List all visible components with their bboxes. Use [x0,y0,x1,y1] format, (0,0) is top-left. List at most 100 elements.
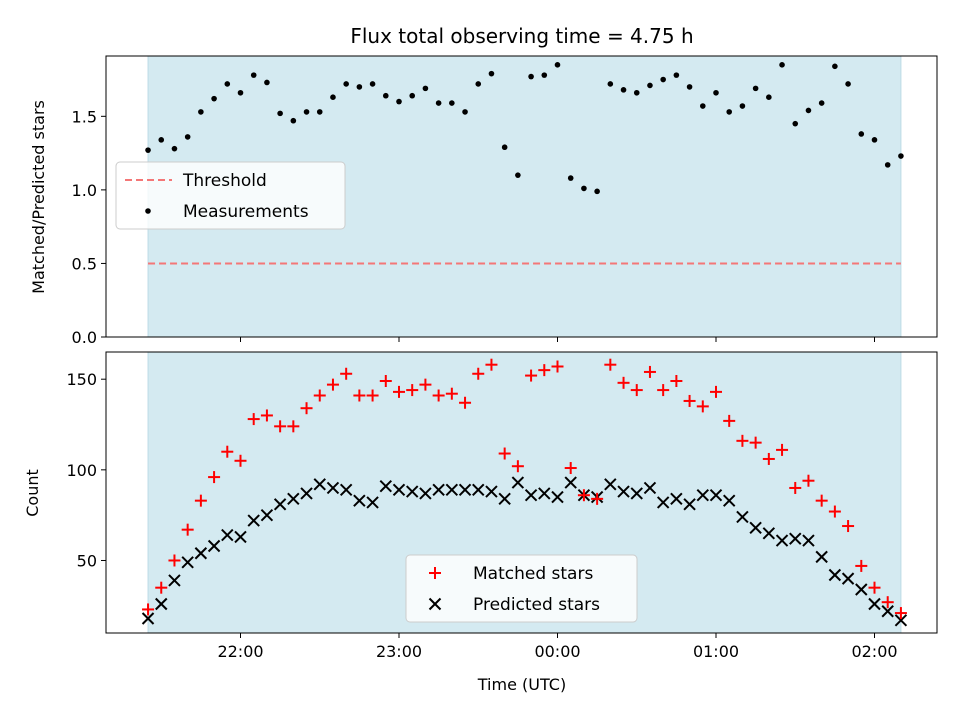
ratio-axes-frame [105,55,938,338]
measurement-point [158,137,165,143]
count-y-axis: 50 100 150 [66,370,106,570]
predicted-star-point [445,483,459,496]
predicted-star-point [181,556,194,569]
matched-star-point [274,420,287,433]
matched-star-point [577,489,590,502]
ratio-y-axis: 0.0 0.5 1.0 1.5 [72,107,106,347]
measurement-point [396,98,402,105]
y-tick-label: 1.0 [72,181,97,200]
legend-threshold-label: Threshold [182,171,267,191]
matched-star-point [393,385,405,398]
predicted-star-point [141,612,155,625]
matched-star-point [842,520,855,533]
matched-star-point [432,389,445,402]
count-axes-frame [105,351,938,634]
measurement-point [779,62,785,68]
legend-predicted-swatch [428,597,442,611]
measurement-point [805,107,812,114]
predicted-star-point [221,528,234,542]
predicted-star-point [802,534,815,547]
predicted-star-point [379,479,392,493]
predicted-star-point [538,487,551,500]
legend-measurements-swatch [145,208,151,214]
predicted-star-point [273,498,287,511]
matched-star-point [260,409,273,422]
predicted-star-point [207,539,221,553]
predicted-star-point [775,534,789,547]
y-tick-label: 100 [66,461,97,480]
count-y-axis-label: Count [23,469,42,517]
measurement-point [792,120,799,127]
matched-star-point [696,400,709,413]
measurement-point [198,109,204,115]
matched-star-point [366,389,379,402]
measurement-point [264,79,270,86]
measurement-point [462,109,468,115]
measurement-point [607,81,614,87]
measurement-point [567,175,574,181]
matched-star-point [604,358,617,371]
predicted-star-point [670,492,683,506]
matched-star-point [776,443,789,456]
measurement-point [382,92,389,99]
measurement-point [541,72,548,78]
measurement-point [832,63,838,70]
measurement-point [766,94,772,100]
x-axis-label: Time (UTC) [477,675,566,694]
predicted-star-point [300,487,313,500]
measurement-point [818,100,825,106]
predicted-star-point [656,496,670,509]
legend-matched-swatch [429,567,441,579]
predicted-star-point [894,614,908,627]
measurement-point [290,117,297,124]
x-tick-label: 01:00 [693,642,739,661]
x-tick-label: 23:00 [376,642,422,661]
measurement-point [699,103,706,109]
matched-star-point [221,445,234,458]
matched-star-point [208,471,221,484]
measurement-point [475,81,482,87]
matched-star-point [247,413,260,426]
predicted-star-point [353,494,366,507]
matched-star-point [353,389,366,402]
matched-star-point [630,384,643,397]
matched-star-point [881,596,894,609]
measurement-point [528,73,534,80]
matched-star-point [657,384,670,397]
matched-star-point [406,384,419,397]
predicted-star-point [617,485,630,498]
predicted-star-point [247,514,260,527]
predicted-star-point [260,508,274,522]
measurement-point [277,110,283,117]
measurement-point [409,92,416,99]
matched-star-point [762,452,775,465]
matched-star-point [617,376,630,389]
matched-star-point [168,554,181,567]
legend-matched-label: Matched stars [473,564,593,584]
measurement-point [184,134,191,140]
predicted-star-point [432,483,445,496]
measurement-point [501,144,508,151]
predicted-star-point [458,483,472,496]
predicted-star-point [881,605,894,618]
predicted-star-point [511,476,525,489]
count-panel: 50 100 150 22:00 23:00 00:00 01:00 02:00 Count… [23,337,938,694]
matched-star-point [181,523,194,536]
predicted-star-point [406,485,419,498]
matched-star-point [591,492,604,505]
predicted-star-point [472,483,485,496]
predicted-star-point [736,510,749,524]
matched-star-point [683,394,696,407]
predicted-star-point [709,489,723,502]
measurement-point [449,100,455,106]
y-tick-label: 0.5 [72,254,97,273]
matched-star-point [736,434,749,447]
count-legend: Matched stars Predicted stars [405,554,638,623]
predicted-star-point [855,583,868,596]
matched-star-point [710,385,722,398]
matched-star-point [472,367,485,380]
matched-star-point [142,603,155,616]
predicted-star-point [828,568,842,582]
matched-star-point [868,581,881,594]
